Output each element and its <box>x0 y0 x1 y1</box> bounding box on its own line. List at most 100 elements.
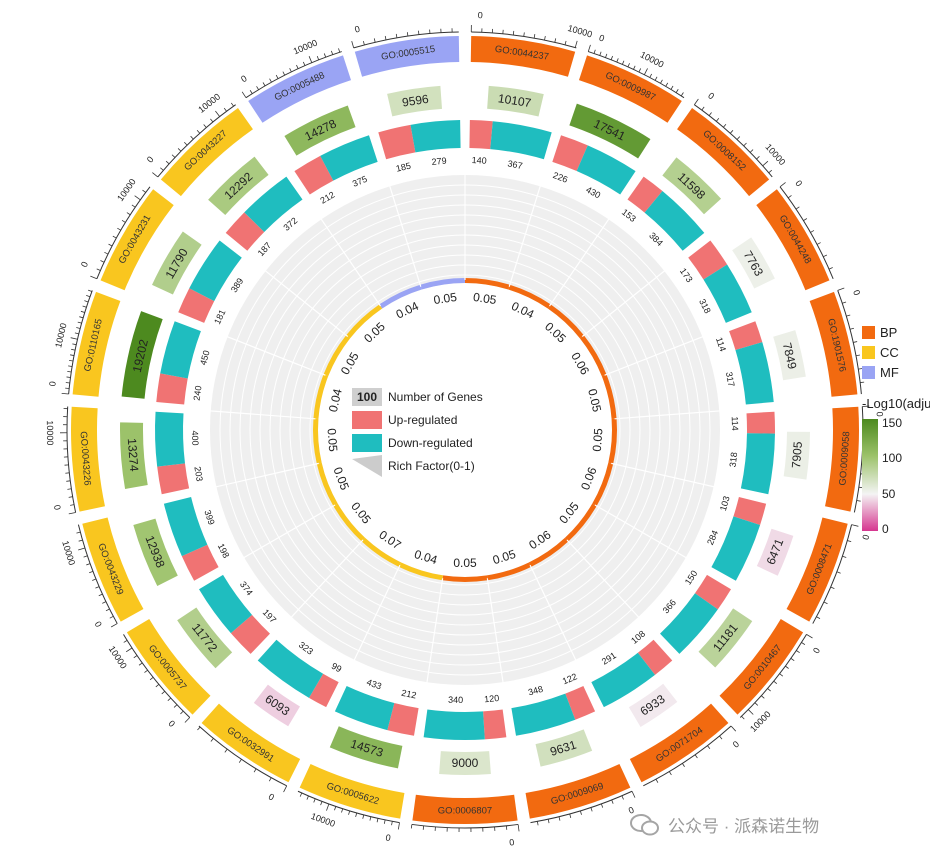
axis-tick <box>611 56 612 60</box>
axis-tick <box>671 86 673 89</box>
down-regulated-segment <box>711 516 760 580</box>
up-regulated-segment <box>469 120 492 149</box>
axis-tick <box>139 663 142 665</box>
axis-tick <box>62 393 69 394</box>
axis-tick <box>363 41 364 45</box>
axis-tick <box>79 317 83 318</box>
axis-tick <box>617 58 619 62</box>
down-regulated-segment <box>424 709 485 740</box>
axis-tick <box>655 77 657 81</box>
axis-tick <box>737 137 740 140</box>
axis-tick <box>709 112 711 115</box>
axis-tick-label: 10000 <box>310 811 337 829</box>
axis-tick <box>172 155 175 158</box>
axis-tick <box>730 130 733 133</box>
watermark-text: 公众号 · 派森诺生物 <box>668 812 819 837</box>
axis-tick <box>84 301 88 302</box>
axis-tick-label: 0 <box>509 837 515 848</box>
gradient-tick-100: 100 <box>882 451 902 465</box>
legend-rich-label: Rich Factor(0-1) <box>388 459 475 473</box>
gradient-tick-50: 50 <box>882 487 895 501</box>
axis-tick <box>374 38 375 42</box>
axis-tick <box>824 602 828 604</box>
gradient-title: -Log10(adjus <box>862 396 930 411</box>
axis-tick <box>95 587 99 589</box>
down-count-label: 374 <box>238 579 255 597</box>
axis-tick <box>850 328 854 329</box>
axis-tick <box>117 228 120 230</box>
up-regulated-segment <box>483 709 506 739</box>
axis-tick-label: 0 <box>267 791 276 802</box>
axis-tick <box>341 809 342 813</box>
axis-tick <box>71 349 75 350</box>
axis-tick <box>788 195 791 197</box>
axis-tick <box>269 778 271 781</box>
down-count-label: 399 <box>202 509 216 526</box>
axis-tick-label: 10000 <box>639 49 666 69</box>
axis-tick <box>250 90 252 93</box>
axis-tick <box>398 823 399 830</box>
axis-tick <box>127 213 130 215</box>
up-regulated-segment <box>747 412 775 434</box>
axis-tick <box>842 556 846 557</box>
up-regulated-segment <box>156 373 187 404</box>
axis-tick <box>548 819 549 823</box>
axis-tick <box>122 220 125 222</box>
down-count-label: 400 <box>190 430 200 445</box>
up-count-label: 203 <box>192 466 204 482</box>
legend-count-label: Number of Genes <box>388 390 483 404</box>
down-regulated-segment <box>511 694 575 736</box>
axis-tick <box>370 817 371 821</box>
axis-tick <box>392 821 393 825</box>
axis-tick <box>67 489 71 490</box>
up-count-label: 181 <box>212 308 227 326</box>
axis-tick <box>545 36 546 40</box>
axis-tick <box>774 681 777 684</box>
axis-tick <box>78 322 82 323</box>
axis-tick <box>694 99 698 105</box>
up-count-label: 212 <box>401 688 418 701</box>
axis-tick <box>660 80 662 83</box>
up-count-label: 240 <box>192 385 204 401</box>
axis-tick <box>377 818 378 822</box>
gradient-tick-150: 150 <box>882 416 902 430</box>
up-count-label: 173 <box>678 266 695 284</box>
axis-tick <box>810 230 813 232</box>
axis-tick <box>126 648 132 652</box>
down-count-label: 348 <box>527 684 544 698</box>
axis-tick <box>682 763 684 766</box>
axis-tick-label: 0 <box>52 504 63 511</box>
axis-tick <box>823 255 827 257</box>
axis-tick <box>570 814 571 818</box>
axis-tick <box>197 130 200 133</box>
axis-tick <box>257 86 259 89</box>
axis-tick-label: 0 <box>239 73 249 84</box>
axis-tick <box>384 820 385 824</box>
axis-tick-label: 0 <box>145 154 156 164</box>
gene-count-label: 7905 <box>789 441 805 469</box>
axis-tick-label: 0 <box>478 10 483 20</box>
axis-tick-label: 10000 <box>107 644 129 670</box>
axis-tick <box>719 736 722 739</box>
axis-tick <box>796 651 799 653</box>
axis-tick <box>363 815 364 819</box>
axis-tick <box>321 801 322 805</box>
axis-tick <box>99 594 103 596</box>
legend-cc-swatch <box>862 346 875 359</box>
axis-tick <box>846 315 850 316</box>
axis-tick <box>144 670 147 672</box>
axis-tick <box>76 532 80 533</box>
axis-tick <box>81 311 85 312</box>
axis-tick <box>184 142 187 145</box>
axis-tick <box>69 360 73 361</box>
axis-tick <box>124 640 127 642</box>
axis-tick <box>856 355 860 356</box>
axis-tick <box>669 772 671 775</box>
axis-tick <box>785 666 788 668</box>
axis-tick <box>628 63 630 67</box>
up-count-label: 150 <box>683 569 700 587</box>
axis-tick <box>142 190 145 192</box>
down-regulated-segment <box>155 412 185 467</box>
axis-tick <box>309 56 312 62</box>
down-count-label: 430 <box>584 184 602 200</box>
